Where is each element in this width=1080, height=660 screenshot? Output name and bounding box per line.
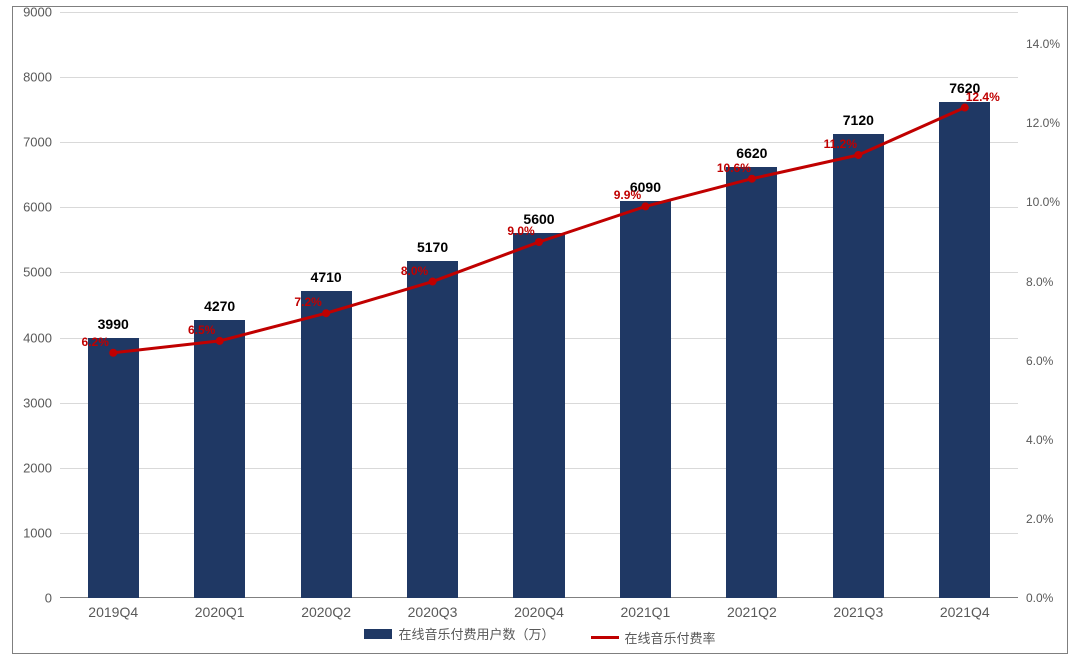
plot-area: 01000200030004000500060007000800090000.0… [60, 12, 1018, 598]
line-value-label: 12.4% [966, 90, 1000, 104]
y-right-tick-label: 2.0% [1026, 512, 1053, 526]
y-right-tick-label: 10.0% [1026, 195, 1060, 209]
legend-label: 在线音乐付费用户数（万） [398, 624, 554, 643]
y-right-tick-label: 8.0% [1026, 275, 1053, 289]
y-right-tick-label: 14.0% [1026, 37, 1060, 51]
line-value-label: 9.0% [507, 224, 534, 238]
x-tick-label: 2020Q1 [195, 604, 245, 620]
line-value-label: 7.2% [294, 295, 321, 309]
y-left-tick-label: 5000 [23, 265, 52, 280]
line-series [60, 12, 1018, 598]
legend-item: 在线音乐付费率 [591, 628, 716, 647]
y-left-tick-label: 7000 [23, 135, 52, 150]
y-left-tick-label: 9000 [23, 5, 52, 20]
line-value-label: 8.0% [401, 264, 428, 278]
y-right-tick-label: 4.0% [1026, 433, 1053, 447]
x-tick-label: 2020Q4 [514, 604, 564, 620]
line-value-label: 6.5% [188, 323, 215, 337]
y-left-tick-label: 2000 [23, 460, 52, 475]
legend-item: 在线音乐付费用户数（万） [364, 624, 554, 643]
line-value-label: 9.9% [614, 188, 641, 202]
legend-swatch-bar [364, 629, 392, 639]
x-tick-label: 2021Q2 [727, 604, 777, 620]
legend-label: 在线音乐付费率 [625, 628, 716, 647]
x-tick-label: 2021Q1 [621, 604, 671, 620]
legend-swatch-line [591, 636, 619, 639]
x-tick-label: 2019Q4 [88, 604, 138, 620]
y-left-tick-label: 3000 [23, 395, 52, 410]
line-value-label: 11.2% [824, 137, 857, 151]
x-tick-label: 2021Q3 [833, 604, 883, 620]
line-value-label: 6.2% [82, 335, 109, 349]
legend: 在线音乐付费用户数（万） 在线音乐付费率 [0, 624, 1080, 647]
y-right-tick-label: 6.0% [1026, 354, 1053, 368]
y-left-tick-label: 1000 [23, 525, 52, 540]
line-value-label: 10.6% [717, 161, 751, 175]
y-left-tick-label: 8000 [23, 70, 52, 85]
y-left-tick-label: 4000 [23, 330, 52, 345]
x-tick-label: 2020Q3 [408, 604, 458, 620]
x-tick-label: 2020Q2 [301, 604, 351, 620]
y-right-tick-label: 0.0% [1026, 591, 1053, 605]
x-tick-label: 2021Q4 [940, 604, 990, 620]
y-left-tick-label: 0 [45, 591, 52, 606]
y-left-tick-label: 6000 [23, 200, 52, 215]
y-right-tick-label: 12.0% [1026, 116, 1060, 130]
